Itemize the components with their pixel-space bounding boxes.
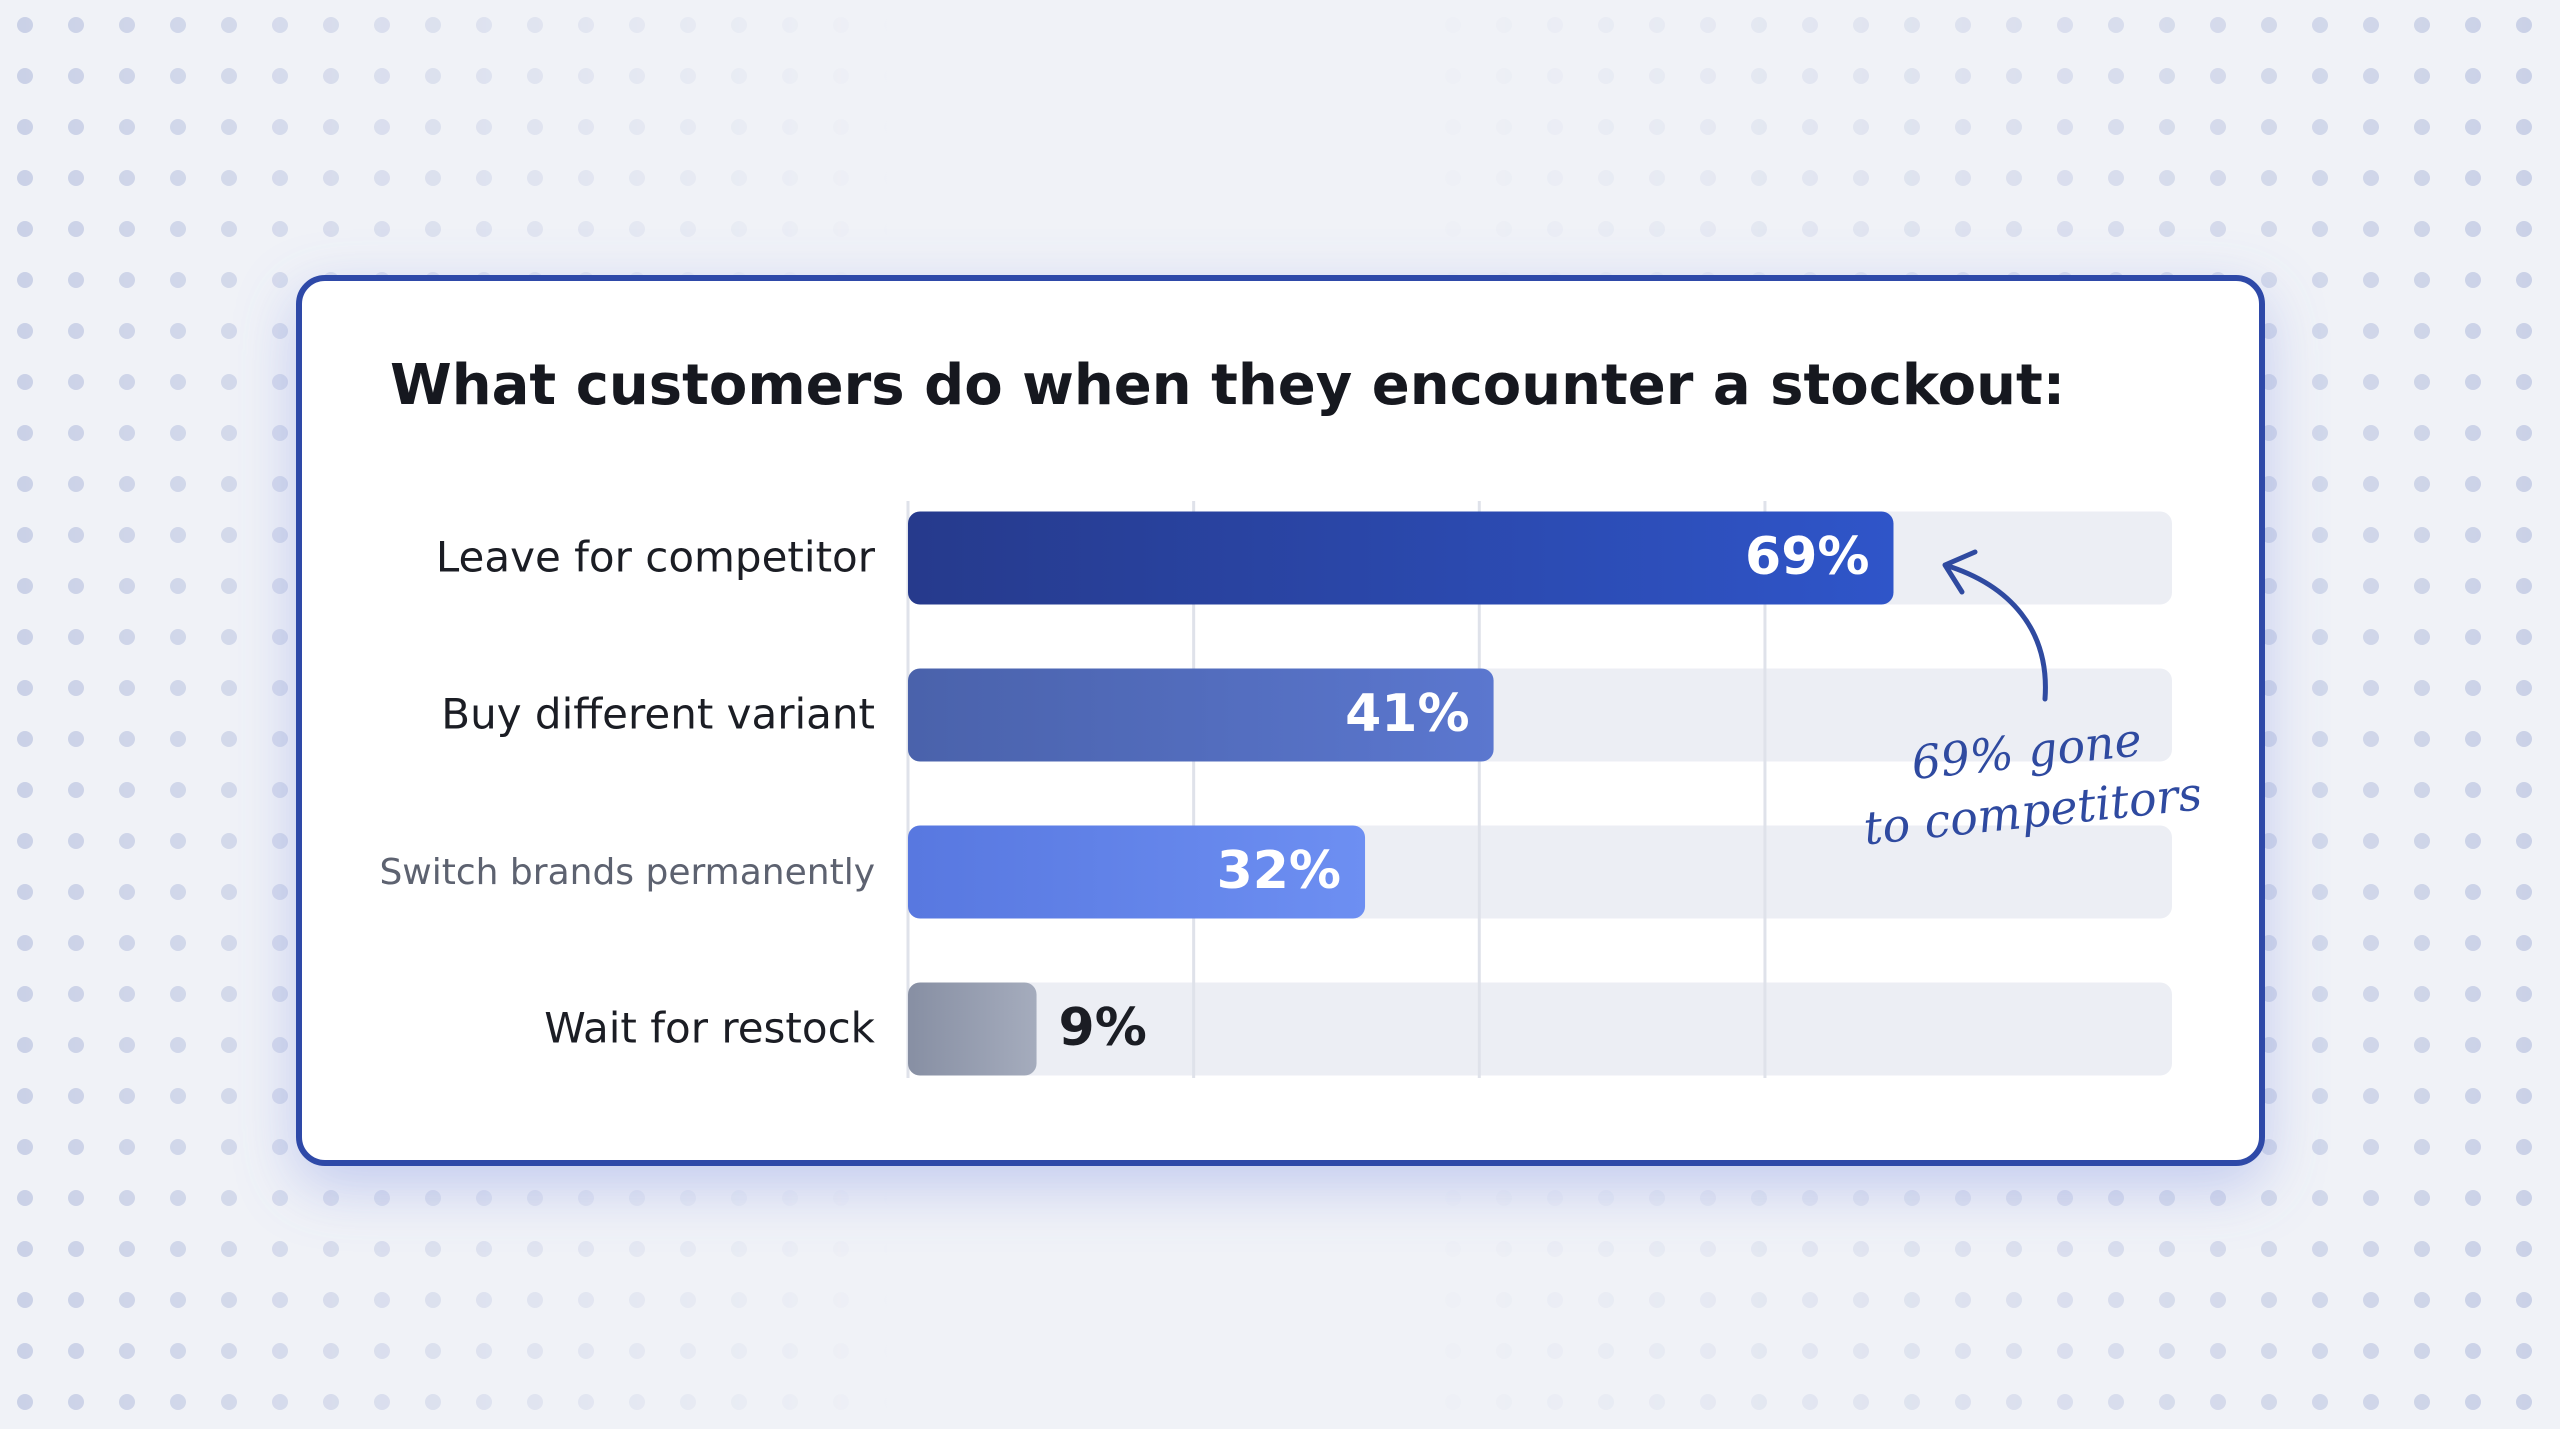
value-label: 41%: [1345, 684, 1469, 744]
bar: [908, 982, 1037, 1076]
annotation-arrow: [1942, 549, 2048, 702]
category-label: Buy different variant: [441, 690, 875, 739]
value-label: 9%: [1059, 998, 1147, 1058]
value-label: 32%: [1217, 841, 1341, 901]
chart-title: What customers do when they encounter a …: [390, 353, 2065, 418]
category-label: Switch brands permanently: [379, 852, 875, 893]
bar: [908, 511, 1894, 605]
value-label: 69%: [1745, 527, 1869, 587]
category-label: Wait for restock: [544, 1004, 875, 1053]
bar: [908, 825, 1366, 919]
bar-track: [908, 982, 2172, 1076]
bar: [908, 668, 1494, 762]
category-label: Leave for competitor: [436, 533, 876, 582]
plot: Leave for competitor 69% Buy different var…: [379, 501, 2172, 1078]
